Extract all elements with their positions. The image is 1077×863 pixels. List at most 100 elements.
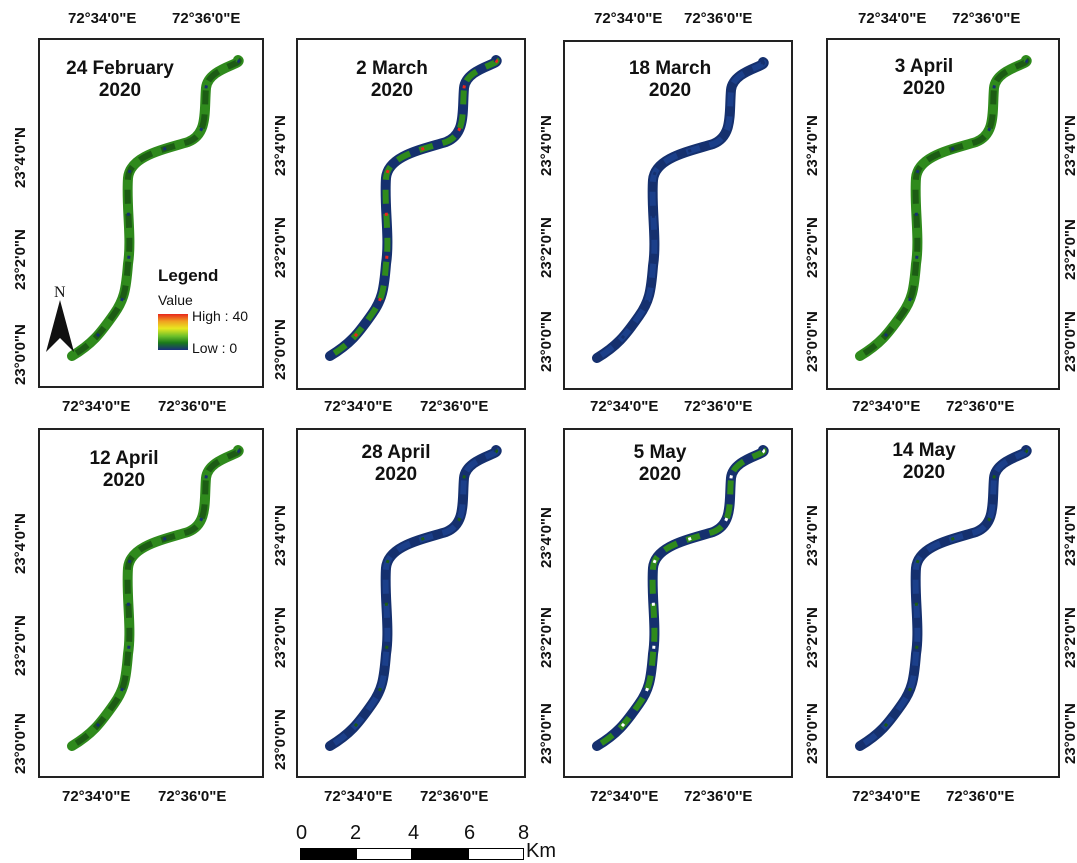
panel-title: 3 April 2020 [864,56,984,100]
map-panel-2 [296,38,526,390]
river-accent [859,58,1028,358]
legend-high-label: High : 40 [192,308,249,324]
river-body [325,445,502,751]
scale-tick-label: 4 [408,822,420,844]
lon-label-bottom: 72°34'0"E [62,788,131,805]
lon-label-top: 72°34'0"E [594,10,663,27]
river-texture [328,57,500,359]
river-channel [592,57,769,363]
scale-bar: 0 2 4 6 8 Km [296,822,566,862]
panel-date: 12 April [89,448,159,469]
map-panel-8 [826,428,1060,778]
river-accent [329,448,498,748]
panel-date: 18 March [628,58,712,79]
river-body [67,445,244,751]
panel-title: 24 February 2020 [50,58,190,102]
map-panel-5 [38,428,264,778]
lon-label-bottom: 72°34'0"E [852,788,921,805]
lon-label-bottom: 72°34'0"E [590,788,659,805]
lon-label-bottom: 72°36'0"E [946,398,1015,415]
river-body [592,57,769,363]
lon-label-bottom: 72°36'0"E [158,788,227,805]
north-arrow: N [44,284,80,356]
river-texture [70,447,242,749]
lon-label-bottom: 72°34'0"E [590,398,659,415]
lon-label-bottom: 72°36'0''E [684,398,753,415]
river-accent [596,448,765,748]
panel-title: 28 April 2020 [336,442,456,486]
scale-tick-label: 0 [296,822,308,844]
river-body [855,55,1032,361]
panel-date: 14 May [892,440,956,461]
river-body [325,55,502,361]
panel-title: 2 March 2020 [332,58,452,102]
panel-date: 2 March [356,58,428,79]
river-accent [596,60,765,360]
lon-label-bottom: 72°36'0"E [420,398,489,415]
panel-title: 12 April 2020 [64,448,184,492]
river-channel [325,55,502,361]
lon-label-top: 72°36'0"E [952,10,1021,27]
river-texture [70,57,242,359]
legend-color-ramp [158,314,188,350]
lon-label-top: 72°36'0"E [172,10,241,27]
lon-label-top: 72°34'0"E [68,10,137,27]
lon-label-top: 72°34'0"E [858,10,927,27]
panel-date: 5 May [633,442,687,463]
lon-label-top: 72°36'0''E [684,10,753,27]
river-channel [855,445,1032,751]
north-label: N [54,284,66,301]
map-panel-6 [296,428,526,778]
river-texture [595,59,767,361]
panel-year: 2020 [370,80,414,101]
map-panel-4 [826,38,1060,390]
legend-subtitle: Value [158,292,193,308]
river-accent [71,448,240,748]
panel-year: 2020 [102,470,146,491]
scale-tick-label: 6 [464,822,476,844]
legend-low-label: Low : 0 [192,340,238,356]
river-accent [329,58,498,358]
lon-label-bottom: 72°36'0''E [684,788,753,805]
panel-title: 18 March 2020 [610,58,730,102]
panel-title: 5 May 2020 [600,442,720,486]
panel-year: 2020 [638,464,682,485]
river-channel [325,445,502,751]
river-channel [592,445,769,751]
panel-year: 2020 [902,78,946,99]
lon-label-bottom: 72°34'0"E [62,398,131,415]
river-accent [71,58,240,358]
river-channel [67,445,244,751]
lon-label-bottom: 72°36'0"E [158,398,227,415]
river-body [855,445,1032,751]
panel-year: 2020 [98,80,142,101]
river-body [592,445,769,751]
lon-label-bottom: 72°36'0"E [946,788,1015,805]
map-panel-3 [563,40,793,390]
scale-segment [356,848,412,860]
panel-date: 3 April [894,56,954,77]
map-panel-7 [563,428,793,778]
river-texture [858,57,1030,359]
panel-year: 2020 [374,464,418,485]
lon-label-bottom: 72°34'0"E [852,398,921,415]
river-channel [855,55,1032,361]
lon-label-bottom: 72°34'0"E [324,788,393,805]
north-arrow-icon [46,300,74,352]
scale-tick-label: 2 [350,822,362,844]
scale-segment [468,848,524,860]
panel-title: 14 May 2020 [864,440,984,484]
river-texture [858,447,1030,749]
scale-unit: Km [526,840,556,862]
river-accent [859,448,1028,748]
map-panel-1 [38,38,264,388]
panel-date: 28 April [361,442,431,463]
river-texture [328,447,500,749]
scale-segment [300,848,356,860]
river-texture [595,447,767,749]
lon-label-bottom: 72°34'0"E [324,398,393,415]
legend-title: Legend [158,266,219,285]
panel-date: 24 February [66,58,174,79]
scale-tick-label: 8 [518,822,530,844]
